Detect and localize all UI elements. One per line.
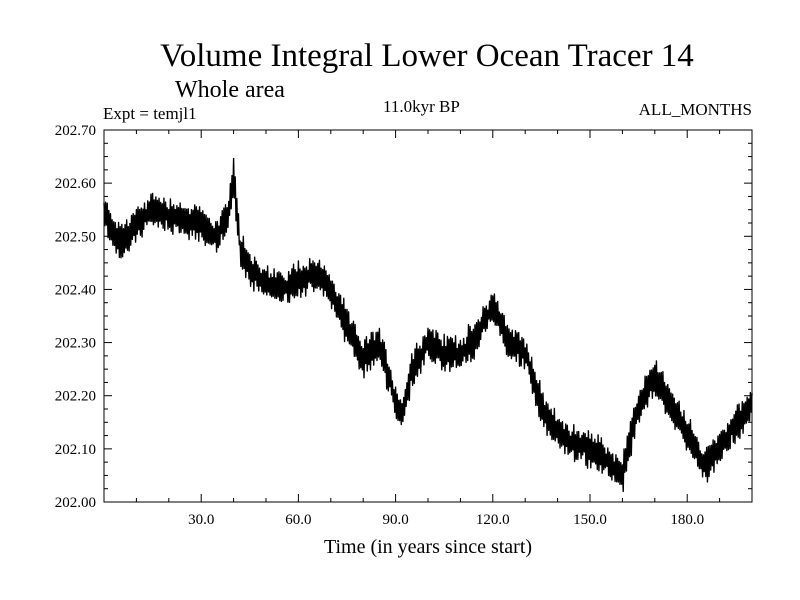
y-tick-label: 202.20 bbox=[55, 389, 96, 405]
chart-title: Volume Integral Lower Ocean Tracer 14 bbox=[160, 38, 694, 74]
expt-label: Expt = temjl1 bbox=[103, 104, 197, 123]
x-tick-label: 90.0 bbox=[382, 512, 408, 528]
plot-frame bbox=[103, 129, 753, 503]
x-axis: 30.0 60.0 90.0 120.0 150.0 180.0 bbox=[135, 130, 753, 528]
x-tick-label: 180.0 bbox=[670, 512, 704, 528]
y-tick-label: 202.10 bbox=[55, 442, 96, 458]
y-axis: 202.00 202.10 202.20 202.30 202.40 202.50 202.… bbox=[55, 123, 752, 511]
y-tick-label: 202.70 bbox=[55, 123, 96, 139]
months-label: ALL_MONTHS bbox=[639, 100, 752, 119]
x-tick-label: 120.0 bbox=[476, 512, 510, 528]
series-line bbox=[103, 157, 753, 493]
y-tick-label: 202.50 bbox=[55, 229, 96, 245]
x-tick-label: 30.0 bbox=[188, 512, 214, 528]
period-label: 11.0kyr BP bbox=[383, 97, 460, 116]
x-axis-label: Time (in years since start) bbox=[324, 536, 532, 558]
series-group bbox=[103, 157, 753, 493]
chart-subtitle: Whole area bbox=[175, 77, 285, 103]
y-tick-label: 202.00 bbox=[55, 495, 96, 511]
y-tick-label: 202.40 bbox=[55, 282, 96, 298]
x-tick-label: 150.0 bbox=[573, 512, 607, 528]
y-tick-label: 202.30 bbox=[55, 336, 96, 352]
x-tick-label: 60.0 bbox=[285, 512, 311, 528]
y-tick-label: 202.60 bbox=[55, 176, 96, 192]
